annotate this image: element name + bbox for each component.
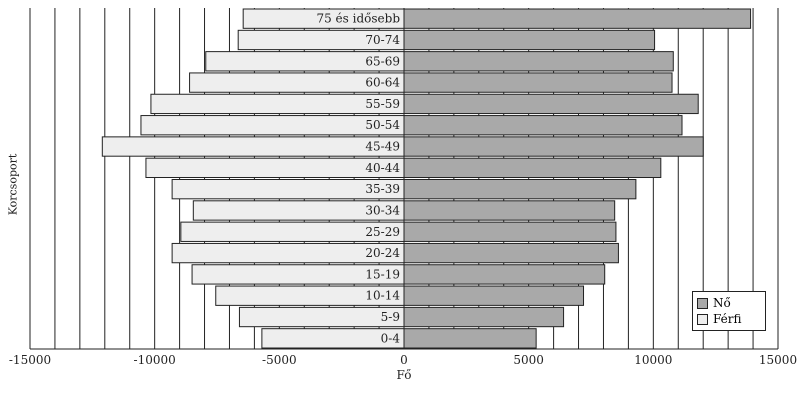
bar-no [403,72,673,93]
category-label: 30-34 [365,203,400,217]
legend-item-no: Nő [697,295,761,311]
category-label: 5-9 [381,310,400,324]
bar-no [403,221,617,242]
bar-no [403,51,674,72]
category-label: 40-44 [365,161,400,175]
category-label: 0-4 [381,331,401,345]
legend-swatch-ferfi [697,313,708,325]
category-label: 75 és idősebb [316,12,400,26]
bar-no [403,157,662,178]
category-label: 20-24 [365,246,400,260]
x-tick-label: 0 [400,353,408,367]
bar-no [403,93,699,115]
x-tick-label: -10000 [134,353,176,367]
legend-swatch-no [697,297,708,309]
category-label: 70-74 [365,33,400,47]
x-tick-label: 10000 [634,353,672,367]
category-label: 60-64 [365,76,400,90]
bar-no [403,136,704,157]
bar-no [403,179,637,200]
x-tick-label: -5000 [262,353,297,367]
bar-no [403,285,585,306]
x-tick-label: -15000 [9,353,51,367]
bar-no [403,8,752,29]
category-label: 65-69 [365,54,400,68]
category-label: 45-49 [365,140,400,154]
bar-no [403,306,565,328]
legend-item-ferfi: Férfi [697,311,761,327]
category-label: 55-59 [365,97,400,111]
bar-no [403,29,656,51]
bar-ferfi [101,136,405,157]
category-label: 10-14 [365,289,400,303]
category-label: 35-39 [365,182,400,196]
legend-label-ferfi: Férfi [713,312,742,326]
bar-no [403,242,619,264]
y-axis-label: Korcsoport [6,153,20,216]
bar-ferfi [238,306,405,328]
category-label: 15-19 [365,267,400,281]
legend: Nő Férfi [692,291,766,331]
x-tick-label: 5000 [513,353,544,367]
bar-no [403,200,616,221]
legend-label-no: Nő [713,296,731,310]
category-label: 50-54 [365,118,400,132]
bar-no [403,264,606,285]
bar-no [403,115,683,136]
x-tick-label: 15000 [759,353,797,367]
x-axis-label: Fő [397,368,412,382]
bar-no [403,328,537,349]
category-label: 25-29 [365,225,400,239]
